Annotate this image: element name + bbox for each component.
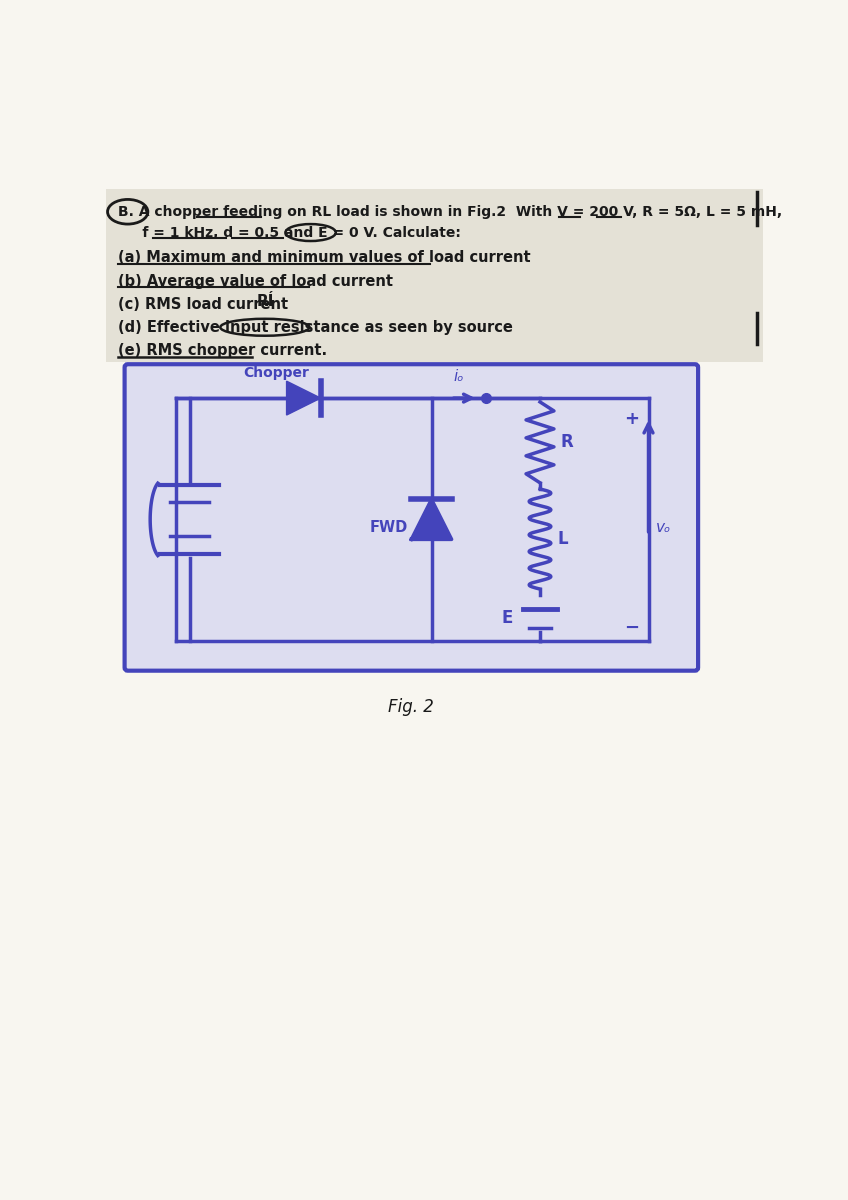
Text: E: E	[501, 610, 513, 628]
Text: (e) RMS chopper current.: (e) RMS chopper current.	[118, 343, 326, 358]
FancyBboxPatch shape	[125, 365, 698, 671]
Text: L: L	[557, 530, 567, 548]
Text: Chopper: Chopper	[243, 366, 310, 379]
Polygon shape	[287, 382, 321, 415]
Bar	[106, 188, 763, 362]
Text: Fig. 2: Fig. 2	[388, 698, 434, 716]
Text: vₒ: vₒ	[656, 520, 672, 534]
Text: −: −	[624, 619, 639, 637]
Text: f = 1 kHz, d = 0.5 and E = 0 V. Calculate:: f = 1 kHz, d = 0.5 and E = 0 V. Calculat…	[118, 226, 460, 240]
Text: B. A chopper feeding on RL load is shown in Fig.2  With V = 200 V, R = 5Ω, L = 5: B. A chopper feeding on RL load is shown…	[118, 205, 782, 218]
Text: (d) Effective input resistance as seen by source: (d) Effective input resistance as seen b…	[118, 319, 512, 335]
Text: (a) Maximum and minimum values of load current: (a) Maximum and minimum values of load c…	[118, 251, 530, 265]
Polygon shape	[411, 499, 452, 539]
Text: FWD: FWD	[370, 520, 408, 534]
Text: +: +	[624, 409, 639, 427]
Text: R: R	[561, 433, 573, 451]
Text: RÍ: RÍ	[257, 294, 275, 310]
Text: (b) Average value of load current: (b) Average value of load current	[118, 274, 393, 288]
Text: (c) RMS load current: (c) RMS load current	[118, 296, 287, 312]
Text: iₒ: iₒ	[454, 370, 464, 384]
